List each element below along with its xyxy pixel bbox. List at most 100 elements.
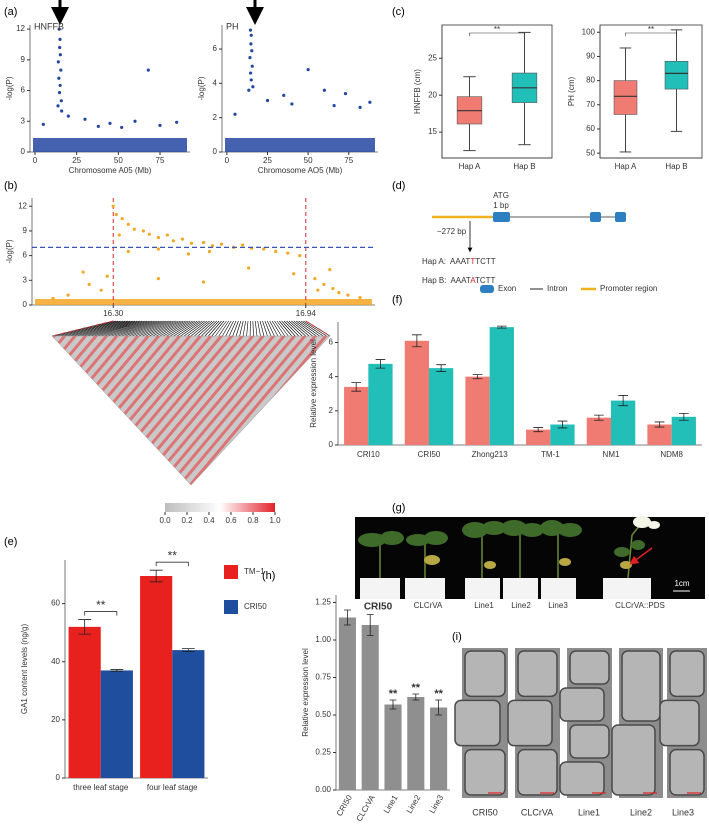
point <box>120 216 124 221</box>
cell <box>669 650 705 698</box>
ld-link <box>276 320 289 337</box>
panel-title: HNFFB <box>34 21 64 31</box>
x-axis-label: Chromosome AO5 (Mb) <box>258 166 343 175</box>
point <box>171 239 176 243</box>
point <box>262 247 266 251</box>
yellow-leaves <box>424 555 632 569</box>
micrograph-label: Line2 <box>630 807 652 817</box>
significance: ** <box>96 598 106 612</box>
exon <box>590 212 601 222</box>
x-tick-label: 25 <box>263 156 272 165</box>
ld-link <box>131 320 169 337</box>
error-bar <box>436 364 446 372</box>
error-bar <box>496 325 507 329</box>
cell <box>659 699 700 747</box>
point <box>108 121 112 125</box>
point <box>250 49 254 53</box>
ld-link <box>246 320 249 337</box>
ld-link <box>159 320 188 337</box>
ld-link <box>197 320 215 337</box>
y-tick-label: 9 <box>21 55 26 64</box>
point <box>156 235 160 240</box>
point <box>248 28 253 32</box>
legend-label: TM−1 <box>244 567 265 576</box>
y-tick-label: 6 <box>329 338 334 347</box>
panel-label: (a) <box>4 6 17 18</box>
cell <box>454 699 501 747</box>
micrograph-label: Line1 <box>578 807 600 817</box>
ld-heatmap <box>51 335 331 486</box>
scale-label: 1cm <box>674 579 689 588</box>
ld-link <box>166 320 193 337</box>
point <box>249 42 253 46</box>
ld-link <box>93 320 143 337</box>
ld-link <box>254 320 258 337</box>
y-tick-label: 20 <box>428 90 437 99</box>
error-bar <box>412 693 420 701</box>
leaves <box>358 520 645 557</box>
point <box>147 232 151 236</box>
ld-link <box>135 320 172 337</box>
error-bar <box>149 569 163 583</box>
ld-link <box>286 320 303 337</box>
ld-link <box>295 320 317 337</box>
bar <box>586 417 611 445</box>
bar <box>430 707 448 790</box>
shape <box>614 547 630 557</box>
shape <box>380 531 404 545</box>
dense-band <box>33 138 187 152</box>
ld-link <box>142 320 176 337</box>
bar <box>489 327 514 445</box>
y-tick-label: 0.00 <box>315 785 331 794</box>
pot <box>405 578 445 599</box>
x-tick-label: CRI10 <box>357 450 380 459</box>
micrograph-label: Line3 <box>672 807 694 817</box>
point <box>337 291 341 295</box>
y-tick-label: 1.00 <box>315 635 331 644</box>
haplotype: Hap B: AAATATCTT <box>422 276 495 285</box>
ld-link <box>169 320 196 337</box>
ld-link <box>225 320 234 337</box>
x-tick-label: NDM8 <box>660 450 683 459</box>
point <box>358 295 362 300</box>
point <box>165 233 169 237</box>
point <box>306 68 310 72</box>
bar <box>465 376 490 445</box>
point <box>81 270 85 274</box>
x-tick-label: 50 <box>304 156 313 165</box>
seq: AAAT <box>450 257 470 266</box>
x-tick-label: Zhong213 <box>472 450 509 459</box>
bar <box>140 575 173 778</box>
box <box>613 80 638 115</box>
bar <box>611 400 636 445</box>
ld-link <box>262 320 268 337</box>
shape <box>520 523 544 537</box>
point <box>126 249 130 254</box>
ld-link <box>242 320 246 337</box>
point <box>358 105 362 109</box>
error-bar <box>472 374 483 380</box>
ld-link <box>274 320 286 337</box>
y-tick-label: 12 <box>16 24 25 33</box>
ld-link <box>62 320 121 337</box>
legend-swatch <box>224 600 238 614</box>
bar <box>526 429 551 445</box>
y-tick-label: 40 <box>51 657 60 666</box>
cell <box>517 748 558 796</box>
point <box>247 266 251 270</box>
ld-link <box>176 320 201 337</box>
ld-link <box>204 320 220 337</box>
point <box>180 237 185 241</box>
bar <box>647 424 672 445</box>
ld-link <box>128 320 167 337</box>
point <box>87 282 91 287</box>
ld-link <box>152 320 184 337</box>
bar <box>368 363 393 445</box>
point <box>251 85 255 89</box>
y-tick-label: 60 <box>586 124 595 133</box>
ld-link <box>300 320 324 337</box>
colorbar-label: 0.4 <box>203 516 215 525</box>
point <box>322 282 326 287</box>
point <box>59 68 63 72</box>
ld-link <box>298 320 320 337</box>
